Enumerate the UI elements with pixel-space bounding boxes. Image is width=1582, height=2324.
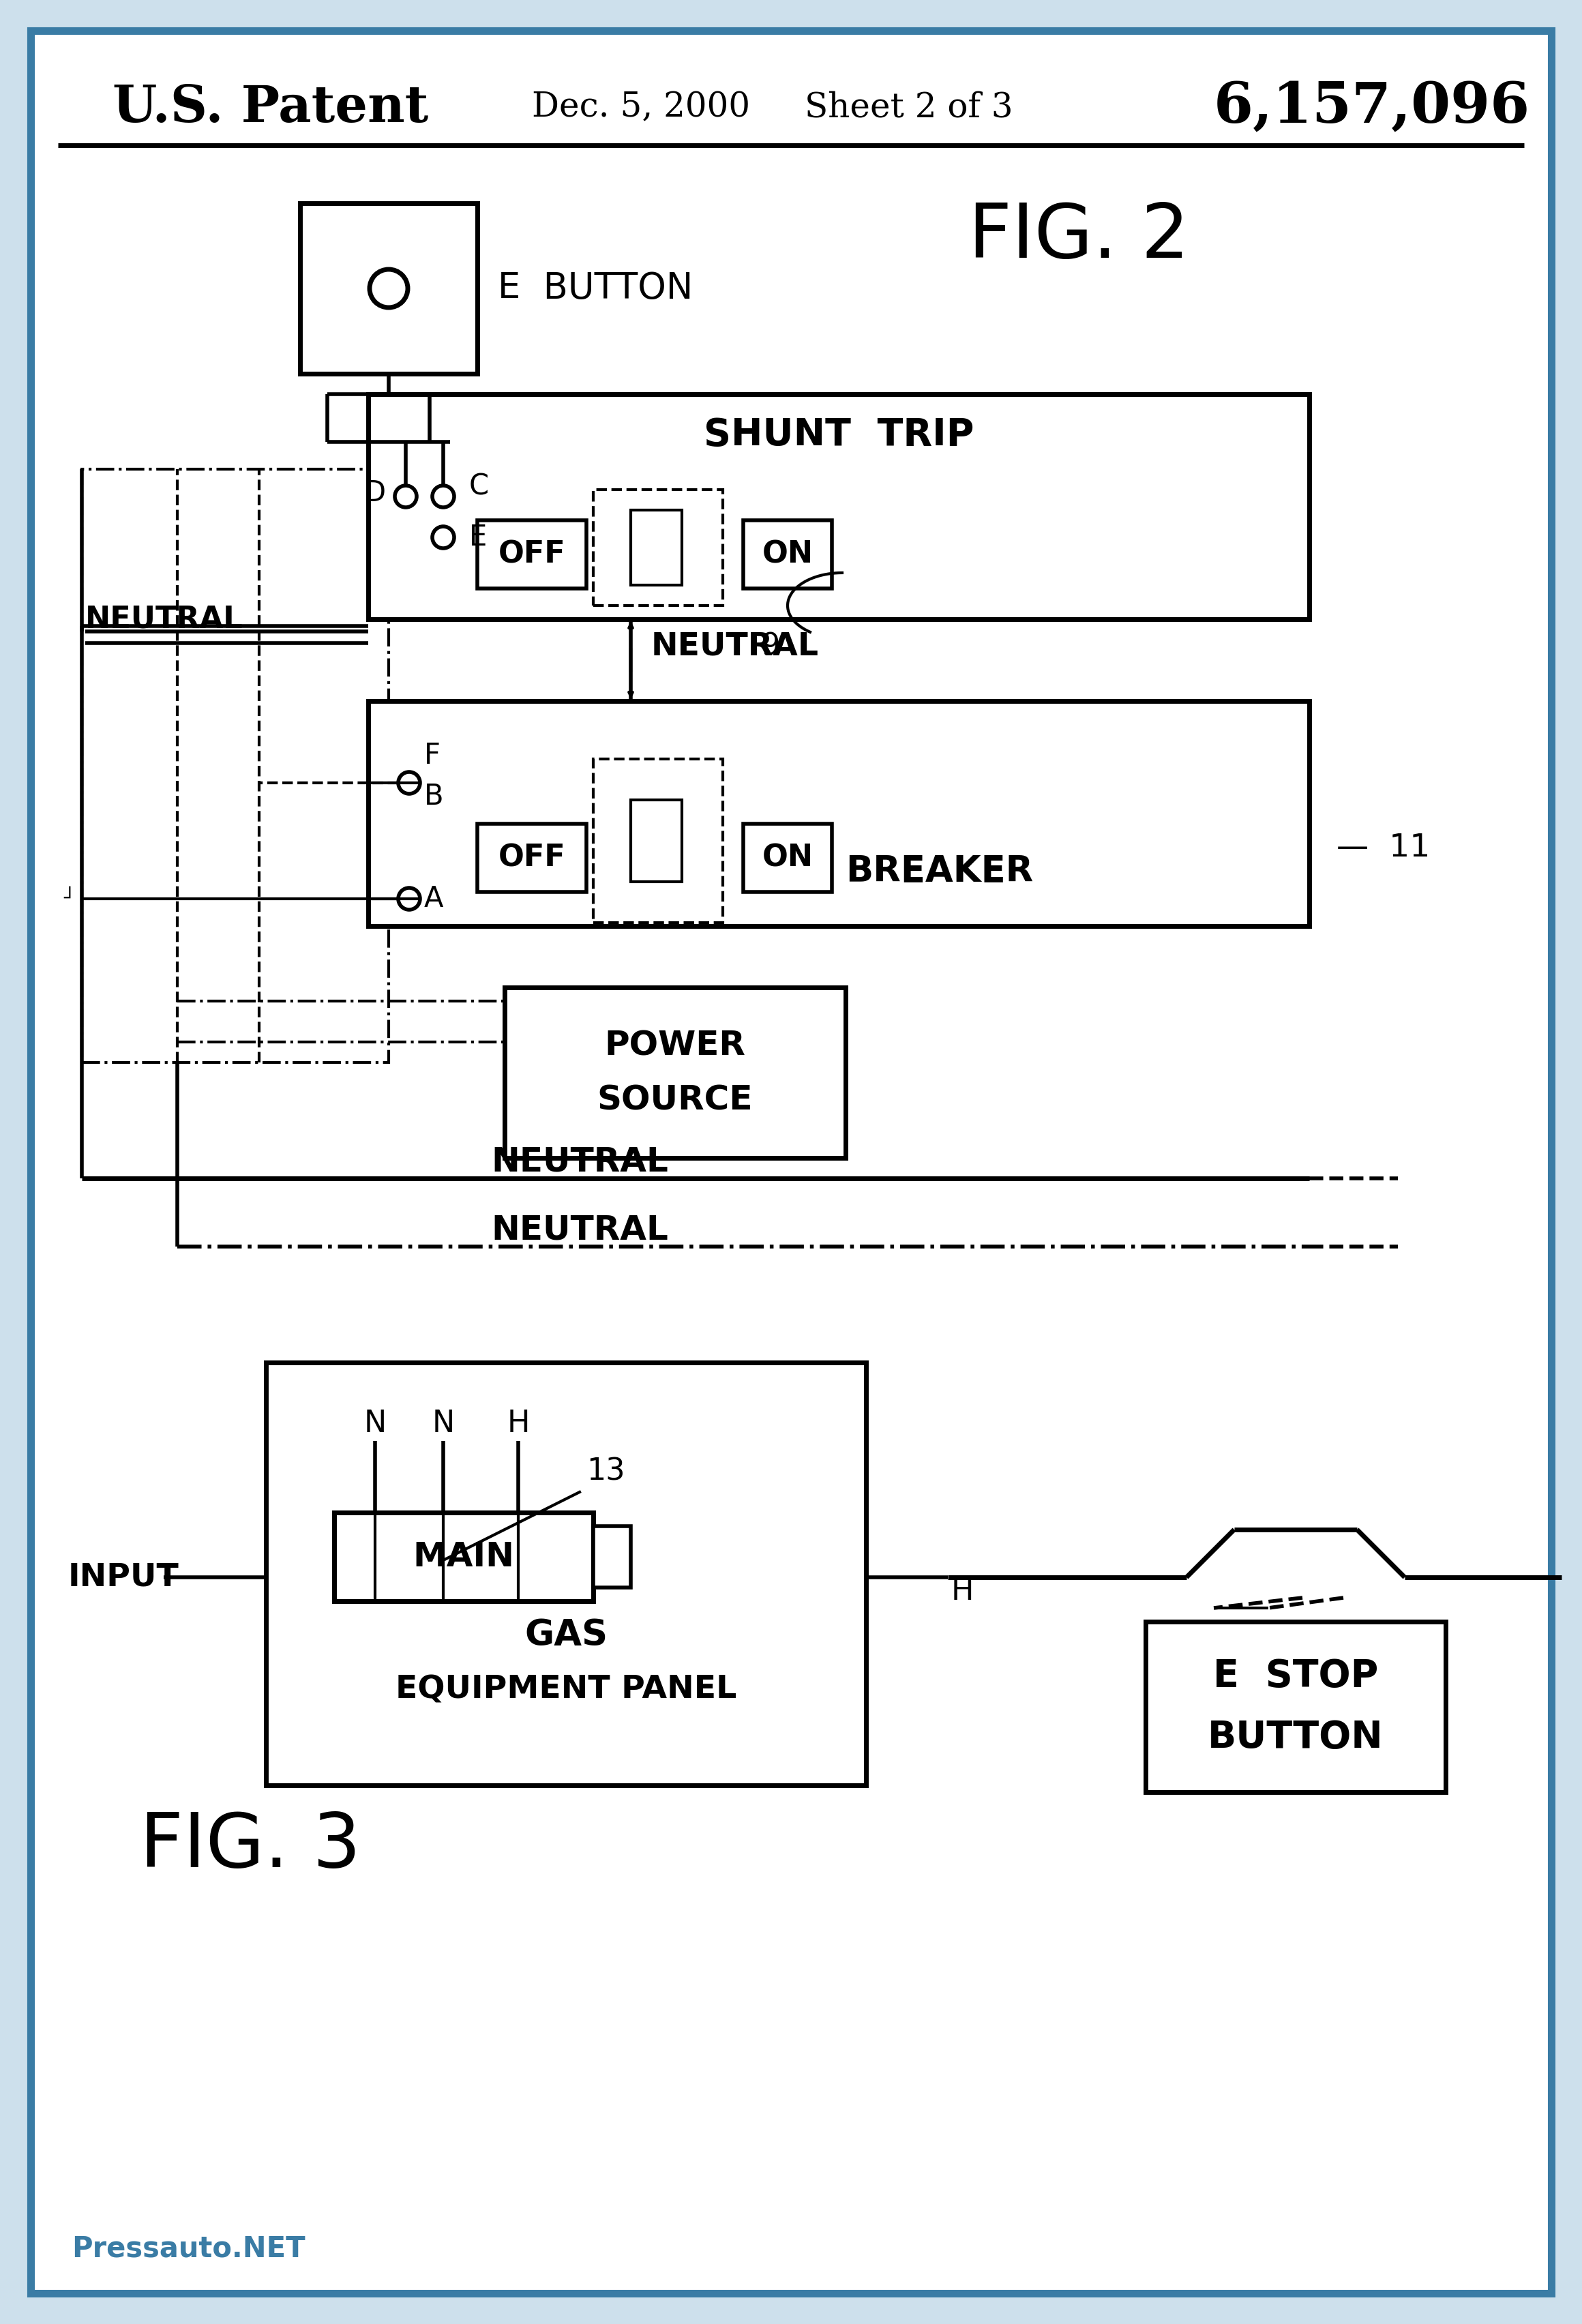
Text: 13: 13 — [587, 1457, 625, 1487]
Text: H: H — [951, 1576, 975, 1606]
Bar — [1145, 1622, 1446, 1792]
Text: SOURCE: SOURCE — [596, 1083, 753, 1116]
Text: ON: ON — [763, 539, 813, 569]
Text: BREAKER: BREAKER — [845, 853, 1033, 890]
Bar — [334, 1513, 593, 1601]
Bar — [593, 490, 723, 607]
Text: INPUT: INPUT — [68, 1562, 179, 1592]
Text: E  BUTTON: E BUTTON — [498, 270, 693, 307]
Text: NEUTRAL: NEUTRAL — [85, 604, 244, 634]
Text: B: B — [424, 783, 443, 811]
Text: POWER: POWER — [604, 1030, 745, 1062]
Bar — [369, 395, 1310, 618]
Text: BUTTON: BUTTON — [1207, 1720, 1384, 1757]
Text: FIG. 2: FIG. 2 — [968, 200, 1190, 274]
Text: Sheet 2 of 3: Sheet 2 of 3 — [805, 91, 1012, 125]
Bar — [478, 521, 587, 588]
Bar — [631, 799, 682, 881]
Text: NEUTRAL: NEUTRAL — [652, 632, 819, 662]
Text: 9: 9 — [742, 632, 780, 660]
Text: E: E — [470, 523, 487, 551]
Text: E  STOP: E STOP — [1213, 1657, 1378, 1694]
Bar — [744, 823, 832, 892]
Text: OFF: OFF — [498, 539, 565, 569]
Text: A: A — [424, 885, 443, 913]
Text: D: D — [364, 479, 386, 507]
Text: FIG. 3: FIG. 3 — [139, 1810, 361, 1882]
Text: C: C — [470, 472, 489, 500]
Bar — [593, 1527, 631, 1587]
Text: 6,157,096: 6,157,096 — [1213, 81, 1530, 135]
Bar — [266, 1362, 865, 1785]
Bar — [744, 521, 832, 588]
Text: N: N — [364, 1408, 386, 1439]
Bar — [631, 509, 682, 586]
Bar — [369, 702, 1310, 925]
Text: SHUNT  TRIP: SHUNT TRIP — [704, 416, 975, 453]
Text: ON: ON — [763, 844, 813, 872]
Text: N: N — [432, 1408, 454, 1439]
Text: MAIN: MAIN — [413, 1541, 514, 1573]
Text: NEUTRAL: NEUTRAL — [490, 1146, 668, 1178]
Text: Dec. 5, 2000: Dec. 5, 2000 — [532, 91, 750, 125]
Bar — [505, 988, 845, 1157]
Text: ┘: ┘ — [63, 890, 74, 909]
Text: Pressauto.NET: Pressauto.NET — [71, 2236, 305, 2264]
Bar — [593, 760, 723, 923]
Text: H: H — [506, 1408, 530, 1439]
Text: F: F — [424, 741, 440, 769]
Text: —  11: — 11 — [1337, 832, 1430, 862]
Bar — [478, 823, 587, 892]
Bar — [82, 469, 389, 1062]
Text: U.S. Patent: U.S. Patent — [112, 84, 429, 132]
Text: GAS: GAS — [524, 1618, 607, 1652]
Text: NEUTRAL: NEUTRAL — [490, 1213, 668, 1246]
Text: EQUIPMENT PANEL: EQUIPMENT PANEL — [395, 1676, 737, 1706]
Text: OFF: OFF — [498, 844, 565, 872]
Bar — [301, 202, 478, 374]
